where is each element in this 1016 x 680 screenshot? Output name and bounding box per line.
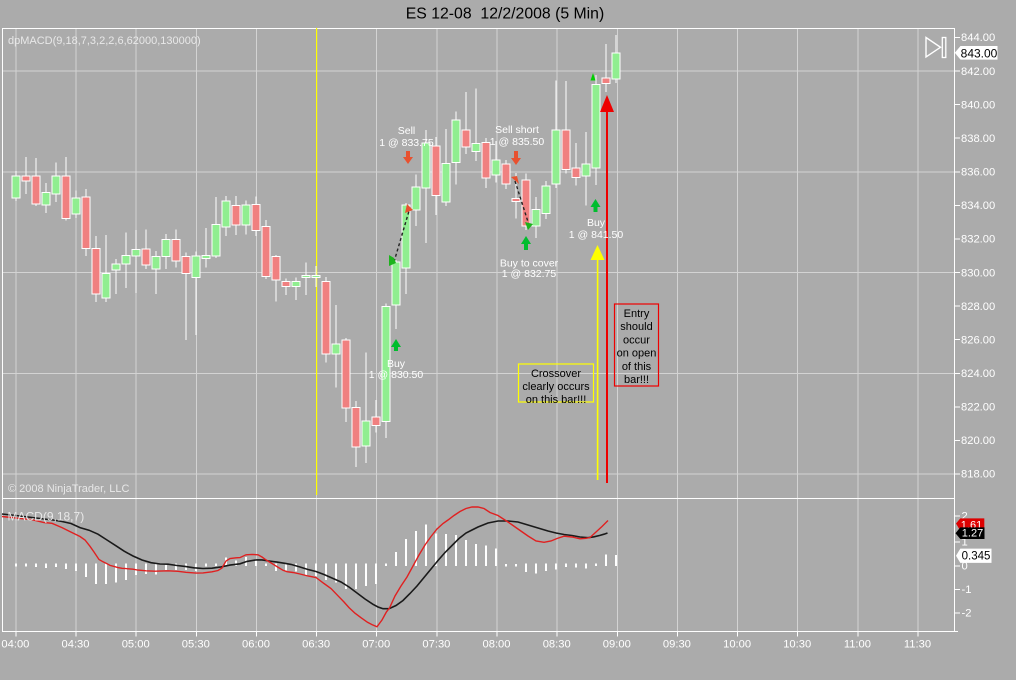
svg-text:05:00: 05:00 (122, 639, 150, 651)
svg-text:on open: on open (617, 348, 657, 360)
svg-text:Buy to cover: Buy to cover (500, 258, 559, 270)
svg-text:828.00: 828.00 (961, 301, 995, 313)
svg-text:dpMACD(9,18,7,3,2,2,6,62000,13: dpMACD(9,18,7,3,2,2,6,62000,130000) (8, 35, 201, 47)
svg-text:05:30: 05:30 (182, 639, 210, 651)
svg-text:should: should (620, 321, 652, 333)
svg-text:2: 2 (962, 511, 968, 523)
svg-text:1.27: 1.27 (962, 528, 983, 540)
svg-text:1: 1 (962, 537, 968, 549)
svg-text:11:30: 11:30 (904, 639, 931, 651)
svg-text:1 @ 841.50: 1 @ 841.50 (569, 229, 624, 241)
svg-text:10:30: 10:30 (783, 639, 811, 651)
svg-text:ES 12-08 12/2/2008 (5 Min): ES 12-08 12/2/2008 (5 Min) (406, 5, 604, 22)
svg-text:bar!!!: bar!!! (624, 374, 649, 386)
svg-text:1 @ 833.75: 1 @ 833.75 (379, 137, 434, 149)
svg-text:09:00: 09:00 (603, 639, 631, 651)
svg-text:836.00: 836.00 (961, 167, 995, 179)
svg-text:838.00: 838.00 (961, 133, 995, 145)
svg-text:822.00: 822.00 (961, 402, 995, 414)
svg-text:10:00: 10:00 (723, 639, 751, 651)
svg-text:08:30: 08:30 (543, 639, 571, 651)
svg-text:844.00: 844.00 (961, 32, 995, 44)
svg-text:04:30: 04:30 (62, 639, 90, 651)
svg-text:1 @ 835.50: 1 @ 835.50 (490, 136, 545, 148)
svg-text:09:30: 09:30 (663, 639, 691, 651)
svg-text:830.00: 830.00 (961, 267, 995, 279)
svg-text:1 @ 830.50: 1 @ 830.50 (369, 369, 424, 381)
svg-text:on this bar!!!: on this bar!!! (526, 394, 587, 406)
svg-text:© 2008 NinjaTrader, LLC: © 2008 NinjaTrader, LLC (8, 483, 129, 495)
svg-text:occur: occur (623, 334, 650, 346)
svg-text:Buy: Buy (387, 358, 406, 370)
svg-text:834.00: 834.00 (961, 200, 995, 212)
svg-text:Crossover: Crossover (531, 368, 581, 380)
svg-text:07:00: 07:00 (362, 639, 390, 651)
svg-text:840.00: 840.00 (961, 99, 995, 111)
svg-text:-2: -2 (962, 608, 972, 620)
svg-text:04:00: 04:00 (1, 639, 29, 651)
svg-text:06:00: 06:00 (242, 639, 270, 651)
svg-text:824.00: 824.00 (961, 368, 995, 380)
svg-text:826.00: 826.00 (961, 334, 995, 346)
svg-text:0.345: 0.345 (962, 550, 991, 562)
svg-text:Sell short: Sell short (495, 124, 539, 136)
svg-text:Entry: Entry (624, 308, 650, 320)
svg-text:843.00: 843.00 (961, 46, 998, 60)
svg-text:0: 0 (962, 561, 968, 573)
svg-text:842.00: 842.00 (961, 66, 995, 78)
svg-text:clearly occurs: clearly occurs (522, 381, 590, 393)
svg-text:06:30: 06:30 (302, 639, 330, 651)
svg-text:1 @ 832.75: 1 @ 832.75 (502, 268, 557, 280)
svg-text:832.00: 832.00 (961, 234, 995, 246)
svg-text:Sell: Sell (398, 125, 416, 137)
svg-text:11:00: 11:00 (844, 639, 871, 651)
svg-text:08:00: 08:00 (483, 639, 511, 651)
svg-text:-1: -1 (962, 584, 972, 596)
svg-text:Buy: Buy (587, 217, 606, 229)
svg-text:of this: of this (622, 361, 652, 373)
svg-text:818.00: 818.00 (961, 469, 995, 481)
svg-text:820.00: 820.00 (961, 435, 995, 447)
svg-text:MACD(9,18,7): MACD(9,18,7) (8, 510, 85, 524)
svg-text:07:30: 07:30 (422, 639, 450, 651)
